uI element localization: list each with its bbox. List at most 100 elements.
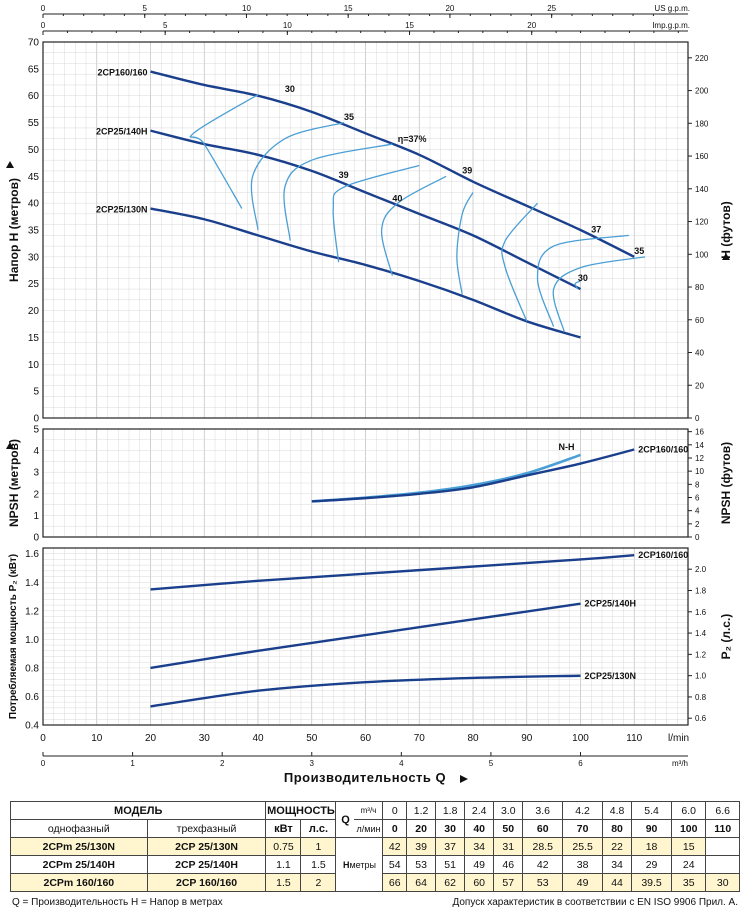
efficiency-curve [501, 202, 538, 322]
x-tick-label: 40 [252, 733, 264, 744]
series-label: 2CP25/130N [585, 671, 637, 681]
efficiency-curve [552, 256, 646, 333]
head-cell: 22 [602, 837, 633, 856]
head-cell: 25.5 [562, 837, 604, 856]
efficiency-curve [380, 175, 447, 276]
y-tick-label: 30 [28, 252, 40, 263]
y-tick-label: 5 [33, 387, 39, 398]
series-label: 2CP160/160 [638, 550, 688, 560]
q-header: Q [335, 801, 355, 838]
head-cell: 24 [670, 855, 707, 874]
q-lmin-cell: 0 [382, 819, 408, 838]
y-tick-label: 60 [28, 91, 40, 102]
y-axis-label-head-right: H (футов) [719, 201, 733, 259]
head-curve [150, 207, 581, 339]
head-cell: 34 [602, 855, 633, 874]
q-m3h-cell: 4.2 [562, 801, 604, 820]
y-right-tick-label: 12 [695, 454, 704, 463]
m3h-tick-label: 4 [399, 759, 404, 768]
q-lmin-cell: 40 [464, 819, 495, 838]
m3h-tick-label: 3 [310, 759, 315, 768]
y-right-tick-label: 1.6 [695, 608, 707, 617]
x-axis-title: Производительность Q [284, 770, 446, 785]
y-tick-label: 70 [28, 38, 40, 49]
head-cell: 46 [493, 855, 524, 874]
y-right-tick-label: 220 [695, 54, 709, 63]
plot-frame [42, 547, 689, 726]
y-right-tick-label: 200 [695, 87, 709, 96]
power-kw: 0.75 [265, 837, 302, 856]
efficiency-curve [332, 164, 420, 263]
x-tick-label: 50 [306, 733, 318, 744]
arrow-up-icon [6, 161, 14, 168]
series-label: 2CP160/160 [638, 445, 688, 455]
footer-tolerance: Допуск характеристик в соответствии с EN… [452, 897, 738, 908]
model-single: 2CPm 160/160 [10, 873, 148, 892]
imp-gpm-tick-label: 5 [163, 21, 168, 30]
m3h-tick-label: 0 [41, 759, 46, 768]
npsh-curve [311, 453, 581, 503]
footer-legend: Q = Производительность H = Напор в метра… [12, 897, 223, 908]
y-tick-label: 25 [28, 279, 40, 290]
y-right-tick-label: 0 [695, 533, 700, 542]
y-tick-label: 1.4 [25, 578, 39, 589]
y-right-tick-label: 2.0 [695, 565, 707, 574]
x-tick-label: 30 [199, 733, 211, 744]
lmin-unit-label: l/min [668, 733, 689, 744]
y-right-tick-label: 160 [695, 152, 709, 161]
y-axis-label-head: Напор H (метров) [7, 178, 21, 282]
power-hp: 1 [300, 837, 337, 856]
q-lmin-cell: 80 [602, 819, 633, 838]
y-axis-label-power-right: P₂ (л.с.) [719, 614, 733, 660]
x-tick-label: 0 [40, 733, 46, 744]
q-m3h-cell: 3.0 [493, 801, 524, 820]
head-cell: 34 [464, 837, 495, 856]
q-m3h-cell: 5.4 [631, 801, 672, 820]
efficiency-label: 39 [339, 170, 349, 180]
head-curve [150, 129, 582, 291]
lmin-unit: л/мин [354, 819, 384, 838]
head-cell: 28.5 [522, 837, 564, 856]
power-curve [150, 553, 635, 591]
head-cell [705, 855, 740, 874]
model-three: 2CP 160/160 [146, 873, 267, 892]
us-gpm-tick-label: 10 [242, 4, 251, 13]
q-lmin-cell: 90 [631, 819, 672, 838]
y-tick-label: 0.4 [25, 721, 39, 732]
kw-header: кВт [265, 819, 302, 838]
y-right-tick-label: 8 [695, 480, 700, 489]
m3h-tick-label: 1 [130, 759, 135, 768]
y-tick-label: 4 [33, 446, 39, 457]
curves-layer [150, 70, 646, 708]
efficiency-label: 30 [285, 84, 295, 94]
arrow-right-icon [460, 775, 468, 783]
y-right-tick-label: 4 [695, 507, 700, 516]
x-tick-label: 70 [414, 733, 426, 744]
m3h-tick-label: 5 [489, 759, 494, 768]
head-cell: 57 [493, 873, 524, 892]
m3h-tick-label: 6 [578, 759, 583, 768]
efficiency-label: 40 [392, 194, 402, 204]
y-axis-label-power: Потребляемая мощность P₂ (кВт) [7, 554, 19, 719]
y-tick-label: 1.2 [25, 606, 39, 617]
y-right-tick-label: 1.8 [695, 587, 707, 596]
head-cell [705, 837, 740, 856]
y-right-tick-label: 80 [695, 283, 704, 292]
y-tick-label: 50 [28, 145, 40, 156]
arrow-up-icon [6, 442, 14, 449]
y-tick-label: 0 [33, 533, 39, 544]
head-cell: 54 [382, 855, 408, 874]
y-tick-label: 35 [28, 226, 40, 237]
q-lmin-cell: 110 [705, 819, 740, 838]
head-cell: 53 [522, 873, 564, 892]
q-m3h-cell: 6.0 [670, 801, 707, 820]
table-row: 2CPm 160/160 2CP 160/160 1.5 2 66 64 62 … [10, 873, 740, 892]
y-right-tick-label: 120 [695, 218, 709, 227]
power-hp: 2 [300, 873, 337, 892]
efficiency-curve [536, 234, 629, 327]
q-lmin-cell: 60 [522, 819, 564, 838]
head-cell: 42 [382, 837, 408, 856]
efficiency-curve [250, 121, 345, 231]
us-gpm-tick-label: 0 [41, 4, 46, 13]
head-cell: 49 [464, 855, 495, 874]
